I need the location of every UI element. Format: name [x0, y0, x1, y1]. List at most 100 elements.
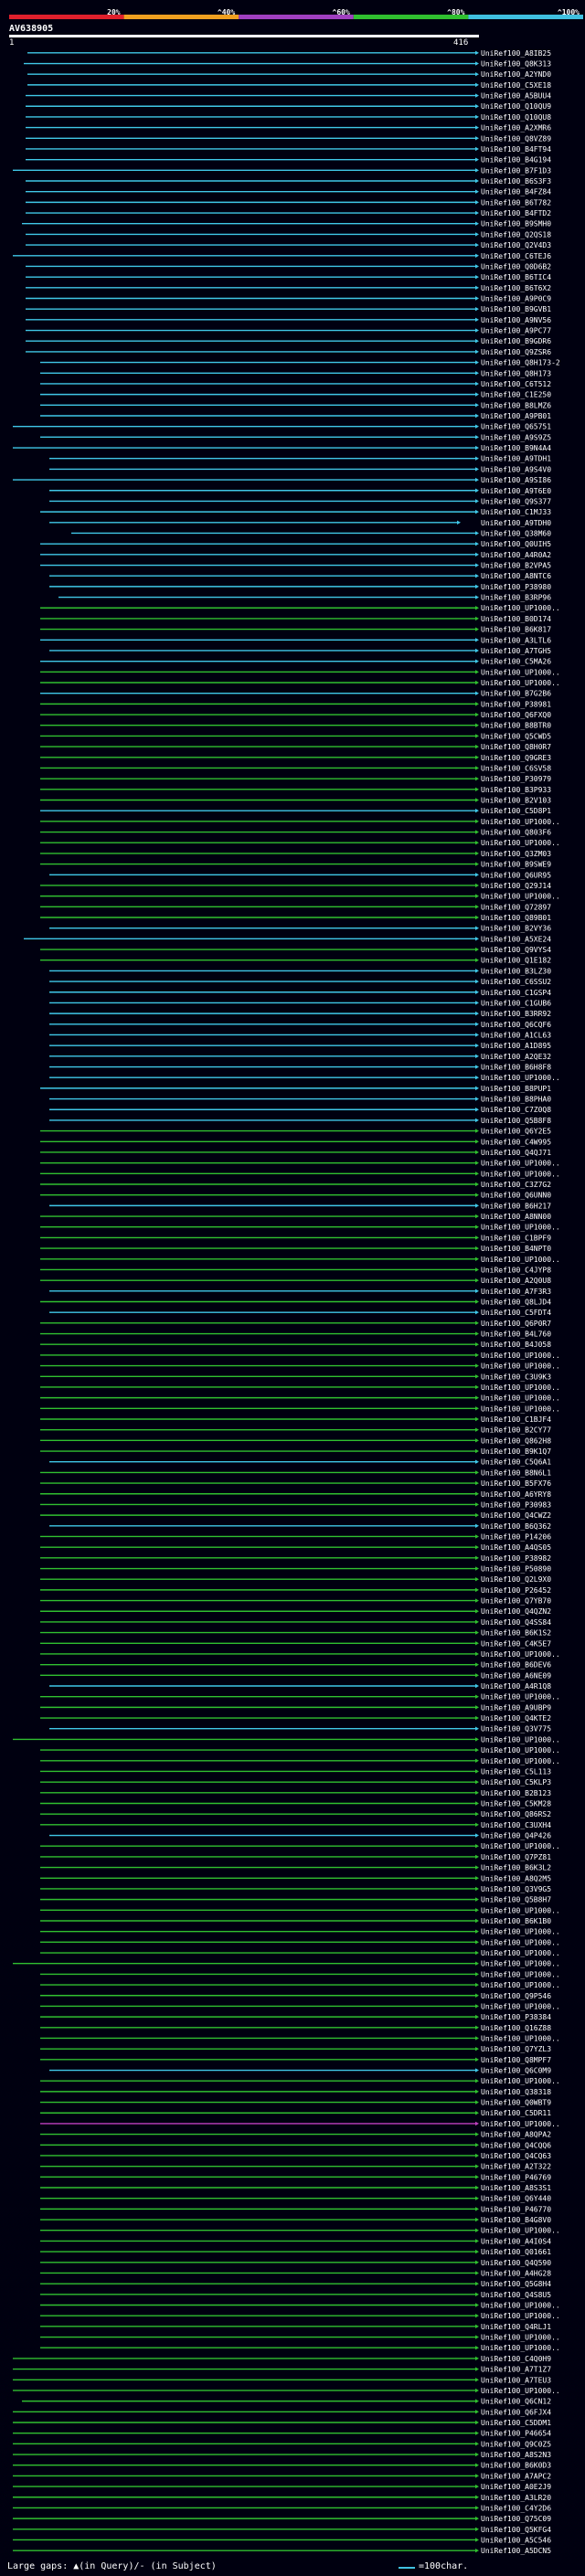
- hit-label[interactable]: UniRef100_B6Q362: [481, 1522, 551, 1531]
- hit-label[interactable]: UniRef100_B6K1B0: [481, 1917, 551, 1925]
- hit-label[interactable]: UniRef100_B6H217: [481, 1202, 551, 1210]
- hit-label[interactable]: UniRef100_B8PHA0: [481, 1096, 551, 1104]
- hit-label[interactable]: UniRef100_A9TDH0: [481, 519, 551, 527]
- hit-label[interactable]: UniRef100_Q4KTE2: [481, 1714, 551, 1723]
- hit-label[interactable]: UniRef100_UP1000..: [481, 1938, 560, 1946]
- hit-label[interactable]: UniRef100_UP1000..: [481, 1735, 560, 1744]
- hit-label[interactable]: UniRef100_Q6FXQ0: [481, 711, 551, 719]
- hit-label[interactable]: UniRef100_B6T6X2: [481, 284, 551, 292]
- hit-label[interactable]: UniRef100_B4J058: [481, 1341, 551, 1349]
- hit-label[interactable]: UniRef100_B3RP96: [481, 594, 551, 602]
- hit-label[interactable]: UniRef100_C4W995: [481, 1138, 551, 1146]
- hit-label[interactable]: UniRef100_Q4CQ63: [481, 2152, 551, 2160]
- hit-label[interactable]: UniRef100_C5KLP3: [481, 1778, 551, 1786]
- hit-label[interactable]: UniRef100_A9PB01: [481, 412, 551, 420]
- hit-label[interactable]: UniRef100_Q6UNN0: [481, 1192, 551, 1200]
- hit-label[interactable]: UniRef100_Q4RLJ1: [481, 2323, 551, 2331]
- hit-label[interactable]: UniRef100_A9SI86: [481, 476, 551, 484]
- hit-label[interactable]: UniRef100_A5XE24: [481, 935, 551, 943]
- hit-label[interactable]: UniRef100_Q5KFG4: [481, 2526, 551, 2534]
- hit-label[interactable]: UniRef100_Q0WBT9: [481, 2099, 551, 2107]
- hit-label[interactable]: UniRef100_A5C546: [481, 2536, 551, 2544]
- hit-label[interactable]: UniRef100_C1E250: [481, 391, 551, 399]
- hit-label[interactable]: UniRef100_B9SMH0: [481, 220, 551, 228]
- hit-label[interactable]: UniRef100_A4QS05: [481, 1543, 551, 1552]
- hit-label[interactable]: UniRef100_Q10QU9: [481, 102, 551, 111]
- hit-label[interactable]: UniRef100_Q2QS18: [481, 230, 551, 239]
- hit-label[interactable]: UniRef100_B6K3L2: [481, 1864, 551, 1872]
- hit-label[interactable]: UniRef100_Q5CWD5: [481, 732, 551, 740]
- hit-label[interactable]: UniRef100_A5BUU4: [481, 92, 551, 101]
- hit-label[interactable]: UniRef100_Q4P426: [481, 1832, 551, 1840]
- hit-label[interactable]: UniRef100_P46769: [481, 2173, 551, 2181]
- hit-label[interactable]: UniRef100_A9S9Z5: [481, 433, 551, 441]
- hit-label[interactable]: UniRef100_B3P933: [481, 786, 551, 794]
- hit-label[interactable]: UniRef100_Q3V775: [481, 1725, 551, 1733]
- hit-label[interactable]: UniRef100_C5FDT4: [481, 1309, 551, 1317]
- hit-label[interactable]: UniRef100_A9UBP9: [481, 1703, 551, 1712]
- hit-label[interactable]: UniRef100_Q2L9X0: [481, 1575, 551, 1584]
- hit-label[interactable]: UniRef100_UP1000..: [481, 2120, 560, 2128]
- hit-label[interactable]: UniRef100_Q5G8H4: [481, 2280, 551, 2288]
- hit-label[interactable]: UniRef100_B9SWE9: [481, 861, 551, 869]
- hit-label[interactable]: UniRef100_B9GVB1: [481, 305, 551, 313]
- hit-label[interactable]: UniRef100_P46654: [481, 2430, 551, 2438]
- hit-label[interactable]: UniRef100_B2V103: [481, 797, 551, 805]
- hit-label[interactable]: UniRef100_C4Y2D6: [481, 2504, 551, 2512]
- hit-label[interactable]: UniRef100_C4Q0H9: [481, 2355, 551, 2363]
- hit-label[interactable]: UniRef100_A4R0A2: [481, 551, 551, 559]
- hit-label[interactable]: UniRef100_Q8K313: [481, 60, 551, 69]
- hit-label[interactable]: UniRef100_UP1000..: [481, 818, 560, 826]
- hit-label[interactable]: UniRef100_Q9P546: [481, 1992, 551, 2000]
- hit-label[interactable]: UniRef100_B6H8F8: [481, 1064, 551, 1072]
- hit-label[interactable]: UniRef100_B4G194: [481, 156, 551, 164]
- hit-label[interactable]: UniRef100_P14206: [481, 1532, 551, 1541]
- hit-label[interactable]: UniRef100_B9K1Q7: [481, 1447, 551, 1456]
- hit-label[interactable]: UniRef100_Q75C09: [481, 2515, 551, 2523]
- hit-label[interactable]: UniRef100_UP1000..: [481, 1970, 560, 1978]
- hit-label[interactable]: UniRef100_B4G8V0: [481, 2216, 551, 2224]
- hit-label[interactable]: UniRef100_UP1000..: [481, 1160, 560, 1168]
- hit-label[interactable]: UniRef100_P26452: [481, 1586, 551, 1595]
- hit-label[interactable]: UniRef100_Q803F6: [481, 829, 551, 837]
- hit-label[interactable]: UniRef100_UP1000..: [481, 1362, 560, 1371]
- hit-label[interactable]: UniRef100_A6YRY8: [481, 1490, 551, 1499]
- hit-label[interactable]: UniRef100_Q8H173-2: [481, 359, 560, 367]
- hit-label[interactable]: UniRef100_B8N6L1: [481, 1468, 551, 1477]
- hit-label[interactable]: UniRef100_C5Q6A1: [481, 1458, 551, 1467]
- hit-label[interactable]: UniRef100_Q4S8U5: [481, 2291, 551, 2299]
- hit-label[interactable]: UniRef100_UP1000..: [481, 2077, 560, 2085]
- hit-label[interactable]: UniRef100_UP1000..: [481, 679, 560, 687]
- hit-label[interactable]: UniRef100_UP1000..: [481, 1928, 560, 1936]
- hit-label[interactable]: UniRef100_B2B123: [481, 1789, 551, 1797]
- hit-label[interactable]: UniRef100_UP1000..: [481, 1746, 560, 1754]
- hit-label[interactable]: UniRef100_A4R1Q8: [481, 1682, 551, 1691]
- hit-label[interactable]: UniRef100_A9T6E0: [481, 487, 551, 495]
- hit-label[interactable]: UniRef100_A9TDH1: [481, 455, 551, 463]
- hit-label[interactable]: UniRef100_A8Q2M5: [481, 1874, 551, 1882]
- hit-label[interactable]: UniRef100_A2T322: [481, 2163, 551, 2171]
- hit-label[interactable]: UniRef100_UP1000..: [481, 2302, 560, 2310]
- hit-label[interactable]: UniRef100_B7F1D3: [481, 166, 551, 175]
- hit-label[interactable]: UniRef100_B7G2B6: [481, 690, 551, 698]
- hit-label[interactable]: UniRef100_UP1000..: [481, 2002, 560, 2010]
- hit-label[interactable]: UniRef100_C1BPF9: [481, 1234, 551, 1242]
- hit-label[interactable]: UniRef100_B6T782: [481, 198, 551, 207]
- hit-label[interactable]: UniRef100_A5DCN5: [481, 2547, 551, 2555]
- hit-label[interactable]: UniRef100_UP1000..: [481, 1074, 560, 1082]
- hit-label[interactable]: UniRef100_Q1E182: [481, 957, 551, 965]
- hit-label[interactable]: UniRef100_A7TGH5: [481, 647, 551, 655]
- hit-label[interactable]: UniRef100_Q38M60: [481, 529, 551, 537]
- hit-label[interactable]: UniRef100_Q7YZL3: [481, 2045, 551, 2053]
- hit-label[interactable]: UniRef100_A8S3S1: [481, 2184, 551, 2192]
- hit-label[interactable]: UniRef100_Q6UR95: [481, 871, 551, 879]
- hit-label[interactable]: UniRef100_Q8MPF7: [481, 2056, 551, 2064]
- hit-label[interactable]: UniRef100_A2Q0U8: [481, 1277, 551, 1285]
- hit-label[interactable]: UniRef100_Q86RS2: [481, 1810, 551, 1818]
- hit-label[interactable]: UniRef100_A1D895: [481, 1042, 551, 1050]
- hit-label[interactable]: UniRef100_C5L113: [481, 1767, 551, 1776]
- hit-label[interactable]: UniRef100_B3RR92: [481, 1010, 551, 1018]
- hit-label[interactable]: UniRef100_A3LTL6: [481, 636, 551, 644]
- hit-label[interactable]: UniRef100_C3U9K3: [481, 1373, 551, 1381]
- hit-label[interactable]: UniRef100_Q4CQQ6: [481, 2141, 551, 2149]
